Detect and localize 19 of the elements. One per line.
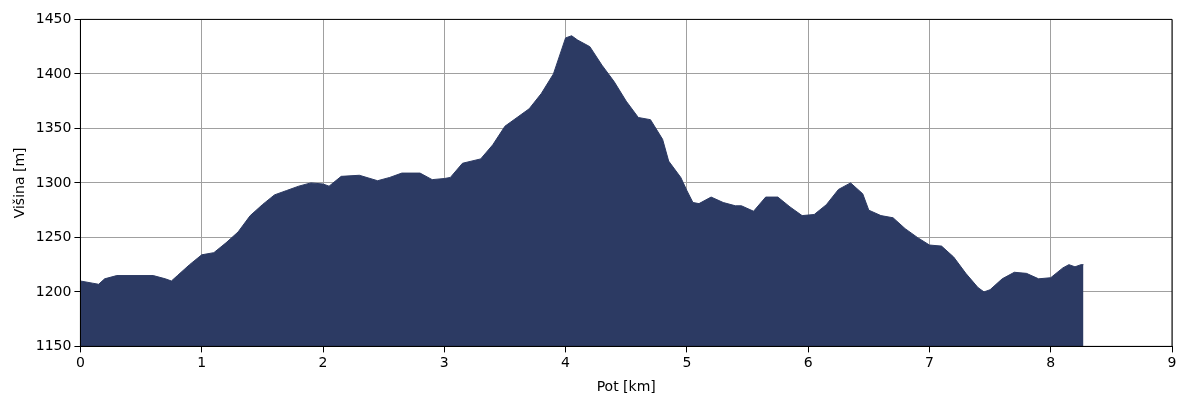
- x-tick-label: 5: [682, 354, 692, 371]
- x-tick-label: 6: [803, 354, 813, 371]
- x-tick-label: 2: [318, 354, 328, 371]
- x-tick-label: 0: [75, 354, 85, 371]
- y-tick-label: 1200: [35, 282, 72, 299]
- x-tick-label: 1: [197, 354, 207, 371]
- x-tick-label: 3: [439, 354, 449, 371]
- y-tick-label: 1300: [35, 173, 72, 190]
- x-tick-label: 7: [924, 354, 934, 371]
- y-tick-label: 1150: [35, 337, 72, 354]
- y-tick-label: 1250: [35, 228, 72, 245]
- y-tick-label: 1400: [35, 64, 72, 81]
- x-tick-label: 8: [1046, 354, 1056, 371]
- x-tick-label: 9: [1167, 354, 1177, 371]
- y-axis-title: Višina [m]: [11, 147, 28, 219]
- x-axis-title: Pot [km]: [596, 378, 656, 395]
- x-tick-label: 4: [561, 354, 571, 371]
- y-tick-label: 1450: [35, 10, 72, 27]
- y-tick-label: 1350: [35, 119, 72, 136]
